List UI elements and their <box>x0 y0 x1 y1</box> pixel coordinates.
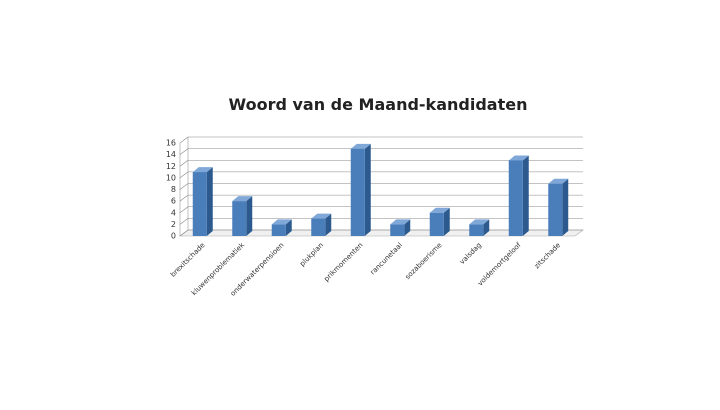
bar <box>271 219 292 236</box>
grid-line-side <box>179 148 189 155</box>
bar-top <box>271 219 292 225</box>
bar-front <box>271 224 286 236</box>
bar-top <box>350 143 371 149</box>
bar-front <box>192 172 207 236</box>
bar <box>232 196 253 236</box>
bar-top <box>508 155 529 161</box>
bar <box>311 213 332 236</box>
bar-top <box>311 213 332 219</box>
bar <box>192 167 213 236</box>
bar-front <box>548 183 563 236</box>
bar-front <box>311 218 326 236</box>
bar-side <box>285 219 292 236</box>
grid-line-side <box>179 136 189 144</box>
y-tick-label: 8 <box>171 185 176 194</box>
bar-side <box>562 178 569 236</box>
y-tick-label: 14 <box>166 150 176 159</box>
bar-front <box>429 212 444 236</box>
bar-front <box>508 160 523 236</box>
grid-line-side <box>179 171 189 179</box>
bar <box>469 219 490 236</box>
bar-top <box>390 219 411 225</box>
bar-front <box>390 224 405 236</box>
y-tick-label: 4 <box>171 208 176 217</box>
y-tick-label: 16 <box>166 139 176 148</box>
bar <box>429 207 450 236</box>
bar <box>390 219 411 236</box>
bar-top <box>469 219 490 225</box>
y-tick-label: 2 <box>171 220 176 229</box>
bar-side <box>404 219 411 236</box>
bar-side <box>206 167 213 236</box>
bar-top <box>548 178 569 184</box>
y-tick-label: 6 <box>171 197 176 206</box>
y-tick-label: 12 <box>166 162 176 171</box>
bar <box>508 155 529 236</box>
bar-side <box>483 219 490 236</box>
grid-line-side <box>179 206 189 213</box>
chart-title: Woord van de Maand-kandidaten <box>229 95 528 114</box>
grid-line-side <box>179 218 189 225</box>
bar-front <box>469 224 484 236</box>
grid-line-side <box>179 194 189 202</box>
grid-line-side <box>179 229 189 237</box>
bar-front <box>232 201 247 236</box>
bar <box>350 143 371 236</box>
bar-top <box>429 207 450 213</box>
bar-side <box>246 196 253 236</box>
bar-top <box>232 196 253 202</box>
grid-line-side <box>179 183 189 190</box>
bar-top <box>192 167 213 173</box>
y-tick-label: 0 <box>171 232 176 241</box>
y-tick-label: 10 <box>166 173 176 182</box>
grid-line-side <box>179 160 189 167</box>
bar-side <box>325 213 332 236</box>
bar-side <box>522 155 529 236</box>
bar <box>548 178 569 236</box>
bar-side <box>364 143 371 236</box>
bar-front <box>350 148 365 236</box>
bar-side <box>443 207 450 236</box>
